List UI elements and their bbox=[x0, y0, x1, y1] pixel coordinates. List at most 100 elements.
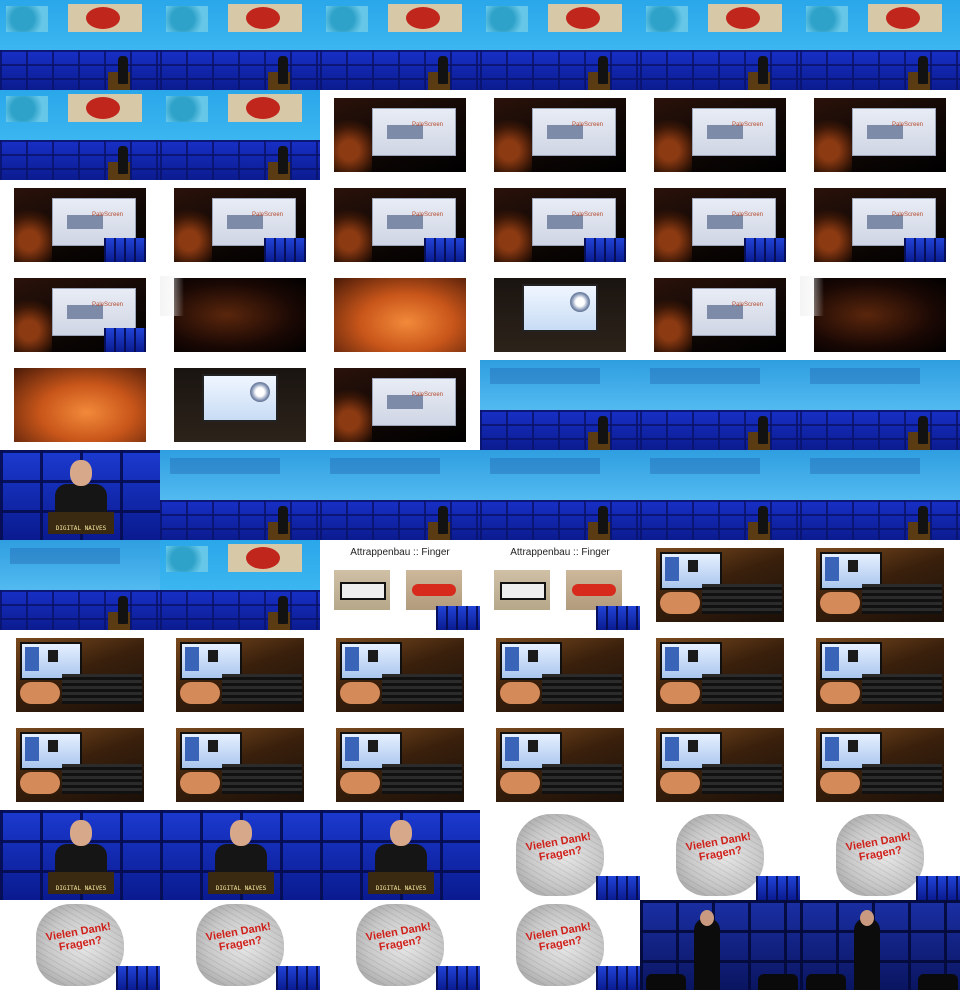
keyboard-keys bbox=[62, 764, 142, 794]
frame-thumbnail bbox=[160, 360, 320, 450]
frame-thumbnail bbox=[800, 720, 960, 810]
hand bbox=[500, 682, 540, 704]
slide-brand-text: PaleScreen bbox=[252, 212, 284, 218]
frame-thumbnail bbox=[0, 0, 160, 90]
frame-thumbnail bbox=[160, 90, 320, 180]
frame-thumbnail bbox=[800, 0, 960, 90]
frame-thumbnail: DIGITAL NAIVES bbox=[0, 810, 160, 900]
person-head bbox=[700, 910, 714, 926]
slide-image-right bbox=[228, 544, 302, 572]
frame-thumbnail: PaleScreen bbox=[320, 180, 480, 270]
frame-thumbnail bbox=[480, 720, 640, 810]
projection-screen bbox=[480, 360, 640, 410]
chair bbox=[806, 974, 846, 990]
frame-thumbnail: PaleScreen bbox=[640, 90, 800, 180]
frame-thumbnail bbox=[480, 630, 640, 720]
stage-wall bbox=[800, 50, 960, 90]
keyboard-keys bbox=[862, 764, 942, 794]
laptop-display bbox=[820, 732, 882, 770]
frame-thumbnail bbox=[800, 900, 960, 990]
projection-screen bbox=[800, 360, 960, 410]
projection-screen bbox=[160, 450, 320, 500]
frame-thumbnail bbox=[160, 0, 320, 90]
hand-photo bbox=[36, 904, 124, 986]
frame-thumbnail bbox=[480, 0, 640, 90]
frame-thumbnail bbox=[320, 270, 480, 360]
projected-slide bbox=[532, 108, 616, 156]
frame-thumbnail: PaleScreen bbox=[640, 180, 800, 270]
blurry-photo bbox=[814, 278, 946, 352]
frame-thumbnail bbox=[0, 90, 160, 180]
frame-thumbnail: PaleScreen bbox=[320, 360, 480, 450]
keyboard-keys bbox=[702, 674, 782, 704]
stage-inset-thumbnail bbox=[264, 238, 306, 262]
stage-inset-thumbnail bbox=[744, 238, 786, 262]
projection-screen bbox=[480, 450, 640, 500]
speaker-figure bbox=[598, 506, 608, 534]
slide-image-left bbox=[806, 6, 848, 32]
keyboard-keys bbox=[862, 674, 942, 704]
hand bbox=[820, 592, 860, 614]
hand bbox=[820, 772, 860, 794]
speaker-figure bbox=[118, 56, 128, 84]
slide-brand-text: PaleScreen bbox=[412, 122, 444, 128]
stage-wall bbox=[160, 50, 320, 90]
frame-thumbnail: Vielen Dank! Fragen? bbox=[480, 900, 640, 990]
frame-thumbnail bbox=[800, 540, 960, 630]
keyboard-keys bbox=[542, 674, 622, 704]
frame-thumbnail bbox=[640, 720, 800, 810]
stage-inset-thumbnail bbox=[756, 876, 800, 900]
frame-thumbnail bbox=[160, 450, 320, 540]
laptop-display bbox=[820, 552, 882, 590]
slide-image-right bbox=[708, 4, 782, 32]
chair bbox=[918, 974, 958, 990]
frame-thumbnail bbox=[800, 450, 960, 540]
stage-wall bbox=[640, 410, 800, 450]
speaker-head bbox=[70, 460, 92, 486]
speaker-figure bbox=[438, 56, 448, 84]
slide-brand-text: PaleScreen bbox=[412, 212, 444, 218]
frame-thumbnail: PaleScreen bbox=[0, 270, 160, 360]
frame-thumbnail bbox=[480, 450, 640, 540]
speaker-figure bbox=[758, 416, 768, 444]
hand bbox=[820, 682, 860, 704]
projected-slide bbox=[692, 288, 776, 336]
frame-thumbnail bbox=[160, 720, 320, 810]
slide-image-left bbox=[166, 6, 208, 32]
projected-slide bbox=[372, 378, 456, 426]
finger-mold-photo bbox=[334, 570, 390, 610]
frame-thumbnail: PaleScreen bbox=[0, 180, 160, 270]
frame-thumbnail: PaleScreen bbox=[480, 180, 640, 270]
laptop-display bbox=[340, 642, 402, 680]
frame-thumbnail: PaleScreen bbox=[800, 180, 960, 270]
stage-inset-thumbnail bbox=[104, 328, 146, 352]
speaker-figure bbox=[118, 146, 128, 174]
laptop-display bbox=[660, 642, 722, 680]
laptop-display bbox=[20, 642, 82, 680]
hand bbox=[660, 592, 700, 614]
stage-inset-thumbnail bbox=[436, 966, 480, 990]
laptop-display bbox=[660, 552, 722, 590]
frame-thumbnail: Vielen Dank! Fragen? bbox=[160, 900, 320, 990]
laptop-display bbox=[820, 642, 882, 680]
stage-wall bbox=[480, 50, 640, 90]
hand bbox=[660, 682, 700, 704]
fake-finger-photo bbox=[566, 570, 622, 610]
speaker-head bbox=[390, 820, 412, 846]
speaker-figure bbox=[278, 56, 288, 84]
speaker-head bbox=[70, 820, 92, 846]
frame-thumbnail bbox=[640, 540, 800, 630]
slide-image-left bbox=[6, 6, 48, 32]
slide-brand-text: PaleScreen bbox=[92, 302, 124, 308]
speaker-figure bbox=[278, 506, 288, 534]
frame-thumbnail: Vielen Dank! Fragen? bbox=[640, 810, 800, 900]
hand bbox=[180, 772, 220, 794]
frame-thumbnail: DIGITAL NAIVES bbox=[320, 810, 480, 900]
stage-inset-thumbnail bbox=[596, 606, 640, 630]
keyboard-keys bbox=[382, 674, 462, 704]
lectern bbox=[208, 872, 274, 894]
speaker-head bbox=[230, 820, 252, 846]
projected-slide bbox=[372, 108, 456, 156]
stage-wall bbox=[480, 500, 640, 540]
frame-thumbnail: DIGITAL NAIVES bbox=[160, 810, 320, 900]
